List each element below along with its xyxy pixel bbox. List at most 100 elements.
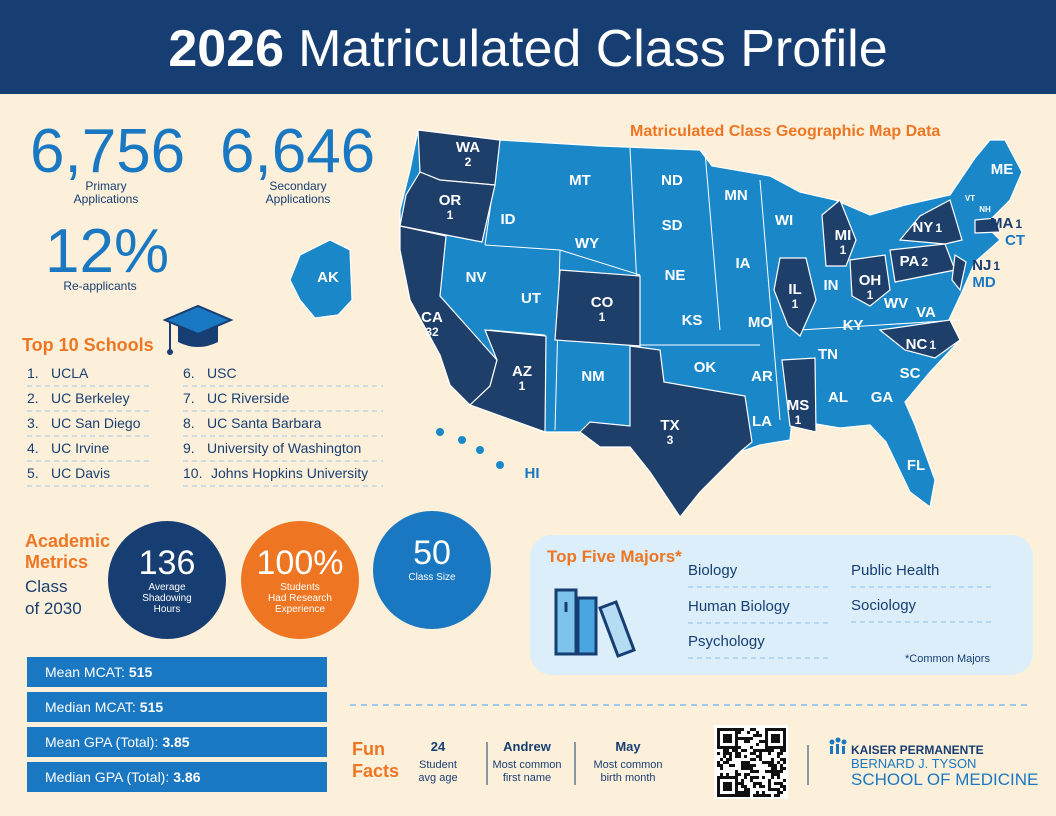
major: Sociology bbox=[851, 597, 917, 614]
alaska bbox=[289, 239, 353, 319]
qr-cell bbox=[729, 788, 732, 791]
qr-cell bbox=[729, 758, 732, 761]
state-count: 1 bbox=[840, 243, 847, 257]
header-title: 2026 Matriculated Class Profile bbox=[168, 20, 887, 78]
qr-cell bbox=[720, 776, 723, 779]
stat-row: Mean MCAT: 515 bbox=[45, 664, 152, 680]
qr-cell bbox=[723, 734, 726, 737]
qr-cell bbox=[723, 776, 726, 779]
qr-cell bbox=[723, 761, 726, 764]
qr-cell bbox=[741, 764, 744, 767]
fun-title: Facts bbox=[352, 761, 399, 781]
header-bar bbox=[0, 0, 1056, 94]
stat-row-value: 3.85 bbox=[162, 734, 189, 750]
qr-cell bbox=[780, 728, 783, 731]
qr-cell bbox=[765, 749, 768, 752]
qr-cell bbox=[720, 764, 723, 767]
state-abbr: OR bbox=[439, 192, 462, 209]
qr-cell bbox=[738, 737, 741, 740]
qr-cell bbox=[717, 776, 720, 779]
stat-value: 6,756 bbox=[30, 117, 185, 186]
qr-cell bbox=[717, 731, 720, 734]
state-abbr: IL bbox=[788, 281, 801, 298]
qr-cell bbox=[780, 785, 783, 788]
major: Human Biology bbox=[688, 598, 790, 615]
qr-cell bbox=[732, 728, 735, 731]
state-abbr: ND bbox=[661, 172, 683, 189]
qr-cell bbox=[747, 791, 750, 794]
school-name: UC Davis bbox=[51, 465, 110, 481]
qr-cell bbox=[777, 755, 780, 758]
qr-cell bbox=[726, 740, 729, 743]
qr-cell bbox=[720, 758, 723, 761]
qr-cell bbox=[768, 761, 771, 764]
stat-row: Median MCAT: 515 bbox=[45, 699, 163, 715]
qr-cell bbox=[726, 734, 729, 737]
stat-row-value: 515 bbox=[140, 699, 164, 715]
qr-cell bbox=[774, 767, 777, 770]
qr-cell bbox=[765, 794, 768, 797]
state-highlight bbox=[579, 345, 753, 519]
qr-cell bbox=[717, 743, 720, 746]
school-name: UC Riverside bbox=[207, 390, 290, 406]
qr-cell bbox=[771, 737, 774, 740]
qr-cell bbox=[744, 788, 747, 791]
state-abbr: VT bbox=[965, 194, 975, 203]
qr-cell bbox=[720, 773, 723, 776]
qr-cell bbox=[774, 770, 777, 773]
state-label: OH bbox=[859, 272, 882, 289]
state-abbr: WV bbox=[884, 295, 908, 312]
fact-label: Most common bbox=[593, 759, 662, 771]
metric-label: Had Research bbox=[268, 593, 332, 604]
qr-cell bbox=[744, 740, 747, 743]
school-name: USC bbox=[207, 365, 237, 381]
fact-label: first name bbox=[503, 772, 551, 784]
state-count: 3 bbox=[667, 433, 674, 447]
state-label: IA bbox=[736, 255, 751, 272]
qr-cell bbox=[777, 773, 780, 776]
header-text: Matriculated Class Profile bbox=[298, 20, 888, 78]
qr-cell bbox=[783, 761, 786, 764]
qr-cell bbox=[735, 776, 738, 779]
qr-cell bbox=[771, 761, 774, 764]
qr-cell bbox=[741, 749, 744, 752]
logo-school: SCHOOL OF MEDICINE bbox=[851, 770, 1038, 789]
qr-cell bbox=[735, 746, 738, 749]
state-abbr: TN bbox=[818, 346, 838, 363]
qr-cell bbox=[777, 776, 780, 779]
stat-bar bbox=[27, 727, 327, 757]
state-label: KY bbox=[843, 317, 864, 334]
state-abbr: CA bbox=[421, 309, 443, 326]
qr-cell bbox=[753, 752, 756, 755]
fact-label: avg age bbox=[418, 772, 457, 784]
school-rank: 6. bbox=[183, 365, 195, 381]
qr-cell bbox=[762, 794, 765, 797]
majors-title: Top Five Majors* bbox=[547, 547, 682, 566]
qr-cell bbox=[756, 755, 759, 758]
state-abbr: UT bbox=[521, 290, 541, 307]
qr-cell bbox=[744, 761, 747, 764]
qr-cell bbox=[723, 749, 726, 752]
state-border bbox=[799, 319, 961, 331]
qr-cell bbox=[735, 743, 738, 746]
qr-cell bbox=[756, 776, 759, 779]
qr-cell bbox=[723, 740, 726, 743]
logo-name: BERNARD J. TYSON bbox=[851, 756, 976, 771]
qr-cell bbox=[726, 782, 729, 785]
qr-cell bbox=[738, 746, 741, 749]
metric-label: Experience bbox=[275, 604, 325, 615]
stat-label: Primary bbox=[85, 179, 126, 193]
state-abbr: AL bbox=[828, 389, 848, 406]
map-title: Matriculated Class Geographic Map Data bbox=[630, 123, 940, 140]
qr-cell bbox=[750, 746, 753, 749]
qr-cell bbox=[783, 785, 786, 788]
state-label: MI bbox=[835, 227, 852, 244]
qr-cell bbox=[744, 773, 747, 776]
qr-cell bbox=[747, 767, 750, 770]
state-abbr: TX bbox=[660, 417, 679, 434]
qr-cell bbox=[726, 749, 729, 752]
qr-cell bbox=[780, 746, 783, 749]
stat-row-label: Mean MCAT: bbox=[45, 664, 125, 680]
state-label: CT bbox=[1005, 232, 1025, 249]
state-label: WV bbox=[884, 295, 908, 312]
